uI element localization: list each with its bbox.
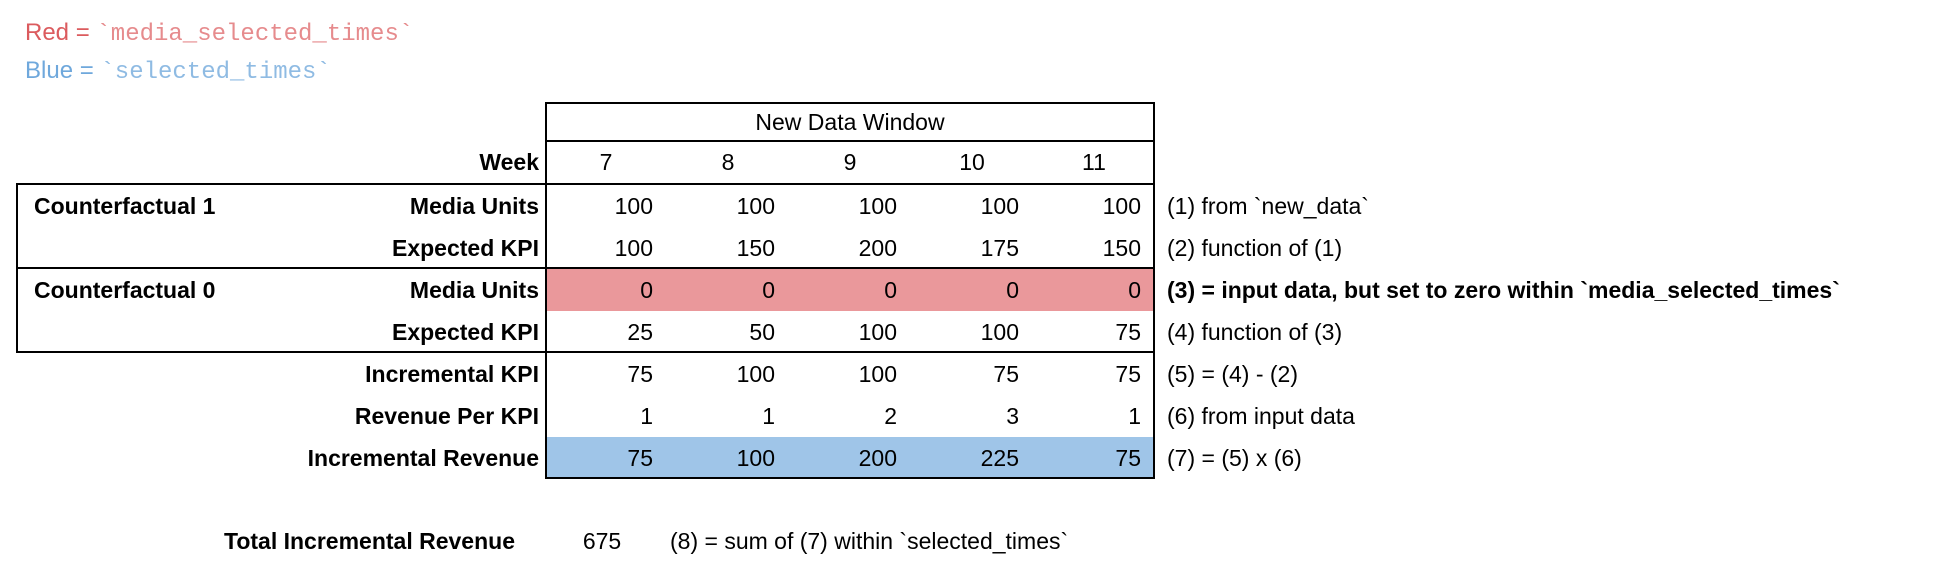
- week-cell: 7: [599, 149, 613, 175]
- legend-blue-code: `selected_times`: [100, 59, 331, 86]
- table-row-media-units-cf0: Counterfactual 0 Media Units 0 0 0 0 0 (…: [0, 269, 1960, 311]
- grid-line: [545, 183, 1155, 185]
- row-annotation: (1) from `new_data`: [1167, 193, 1369, 219]
- table-row-incremental-revenue: Incremental Revenue 75 100 200 225 75 (7…: [0, 437, 1960, 479]
- table-cell: 100: [736, 445, 775, 471]
- table-cell: 75: [1115, 445, 1141, 471]
- legend-red-line: Red = `media_selected_times`: [25, 14, 413, 52]
- row-label: Revenue Per KPI: [354, 403, 539, 429]
- row-annotation: (7) = (5) x (6): [1167, 445, 1302, 471]
- total-row: Total Incremental Revenue 675 (8) = sum …: [0, 520, 1960, 562]
- legend: Red = `media_selected_times` Blue = `sel…: [25, 14, 413, 90]
- table-cell: 75: [1115, 361, 1141, 387]
- table-row-revenue-per-kpi: Revenue Per KPI 1 1 2 3 1 (6) from input…: [0, 395, 1960, 437]
- table-cell: 50: [749, 319, 775, 345]
- table-cell: 2: [884, 403, 897, 429]
- row-label: Incremental Revenue: [307, 445, 539, 471]
- row-label: Media Units: [409, 193, 539, 219]
- row-highlight-red: [547, 269, 1153, 311]
- week-cell: 11: [1082, 149, 1106, 175]
- week-cell: 10: [959, 149, 985, 175]
- total-label: Total Incremental Revenue: [224, 528, 515, 554]
- table-row-expected-kpi-cf0: Expected KPI 25 50 100 100 75 (4) functi…: [0, 311, 1960, 353]
- table-cell: 200: [858, 235, 897, 261]
- table-cell: 100: [858, 193, 897, 219]
- legend-red-label: Red =: [25, 19, 90, 46]
- row-group-label: Counterfactual 1: [34, 193, 216, 219]
- table-cell: 175: [980, 235, 1019, 261]
- grid-line: [545, 351, 1155, 353]
- legend-blue-line: Blue = `selected_times`: [25, 52, 413, 90]
- table-cell: 200: [858, 445, 897, 471]
- counterfactual-0-box: [16, 267, 547, 353]
- table-cell: 100: [736, 193, 775, 219]
- table-cell: 100: [980, 193, 1019, 219]
- week-label: Week: [479, 149, 539, 175]
- row-group-label: Counterfactual 0: [34, 277, 216, 303]
- row-label: Expected KPI: [392, 319, 539, 345]
- table-cell: 3: [1006, 403, 1019, 429]
- table-cell: 150: [736, 235, 775, 261]
- table-cell: 75: [1115, 319, 1141, 345]
- week-row: Week 7 8 9 10 11: [0, 142, 1960, 183]
- table-cell: 1: [1128, 403, 1141, 429]
- table-cell: 100: [614, 235, 653, 261]
- table-cell: 100: [614, 193, 653, 219]
- table-cell: 0: [640, 277, 653, 303]
- row-annotation: (4) function of (3): [1167, 319, 1343, 345]
- row-annotation: (3) = input data, but set to zero within…: [1167, 277, 1840, 303]
- row-annotation: (5) = (4) - (2): [1167, 361, 1298, 387]
- table-cell: 100: [736, 361, 775, 387]
- table-row-incremental-kpi: Incremental KPI 75 100 100 75 75 (5) = (…: [0, 353, 1960, 395]
- table-cell: 0: [884, 277, 897, 303]
- table-cell: 100: [858, 319, 897, 345]
- table-cell: 1: [762, 403, 775, 429]
- table-cell: 25: [627, 319, 653, 345]
- table-cell: 0: [1006, 277, 1019, 303]
- week-cell: 9: [843, 149, 857, 175]
- table-cell: 225: [980, 445, 1019, 471]
- table-cell: 75: [627, 445, 653, 471]
- row-annotation: (6) from input data: [1167, 403, 1355, 429]
- table-cell: 100: [1102, 193, 1141, 219]
- week-cell: 8: [721, 149, 735, 175]
- total-annotation: (8) = sum of (7) within `selected_times`: [670, 528, 1069, 554]
- row-annotation: (2) function of (1): [1167, 235, 1343, 261]
- table-cell: 0: [1128, 277, 1141, 303]
- total-value: 675: [582, 528, 622, 554]
- table-cell: 75: [993, 361, 1019, 387]
- table-cell: 150: [1102, 235, 1141, 261]
- legend-red-code: `media_selected_times`: [96, 21, 414, 48]
- table-cell: 1: [640, 403, 653, 429]
- table-cell: 100: [858, 361, 897, 387]
- legend-blue-label: Blue =: [25, 57, 94, 84]
- row-label: Media Units: [409, 277, 539, 303]
- row-highlight-blue: [547, 437, 1153, 477]
- new-data-window-header: New Data Window: [755, 109, 945, 135]
- table-cell: 75: [627, 361, 653, 387]
- table-row-expected-kpi-cf1: Expected KPI 100 150 200 175 150 (2) fun…: [0, 227, 1960, 269]
- row-label: Expected KPI: [392, 235, 539, 261]
- table-row-media-units-cf1: Counterfactual 1 Media Units 100 100 100…: [0, 185, 1960, 227]
- grid-line: [545, 140, 1155, 142]
- row-label: Incremental KPI: [365, 361, 539, 387]
- table-cell: 0: [762, 277, 775, 303]
- grid-line: [545, 267, 1155, 269]
- table-cell: 100: [980, 319, 1019, 345]
